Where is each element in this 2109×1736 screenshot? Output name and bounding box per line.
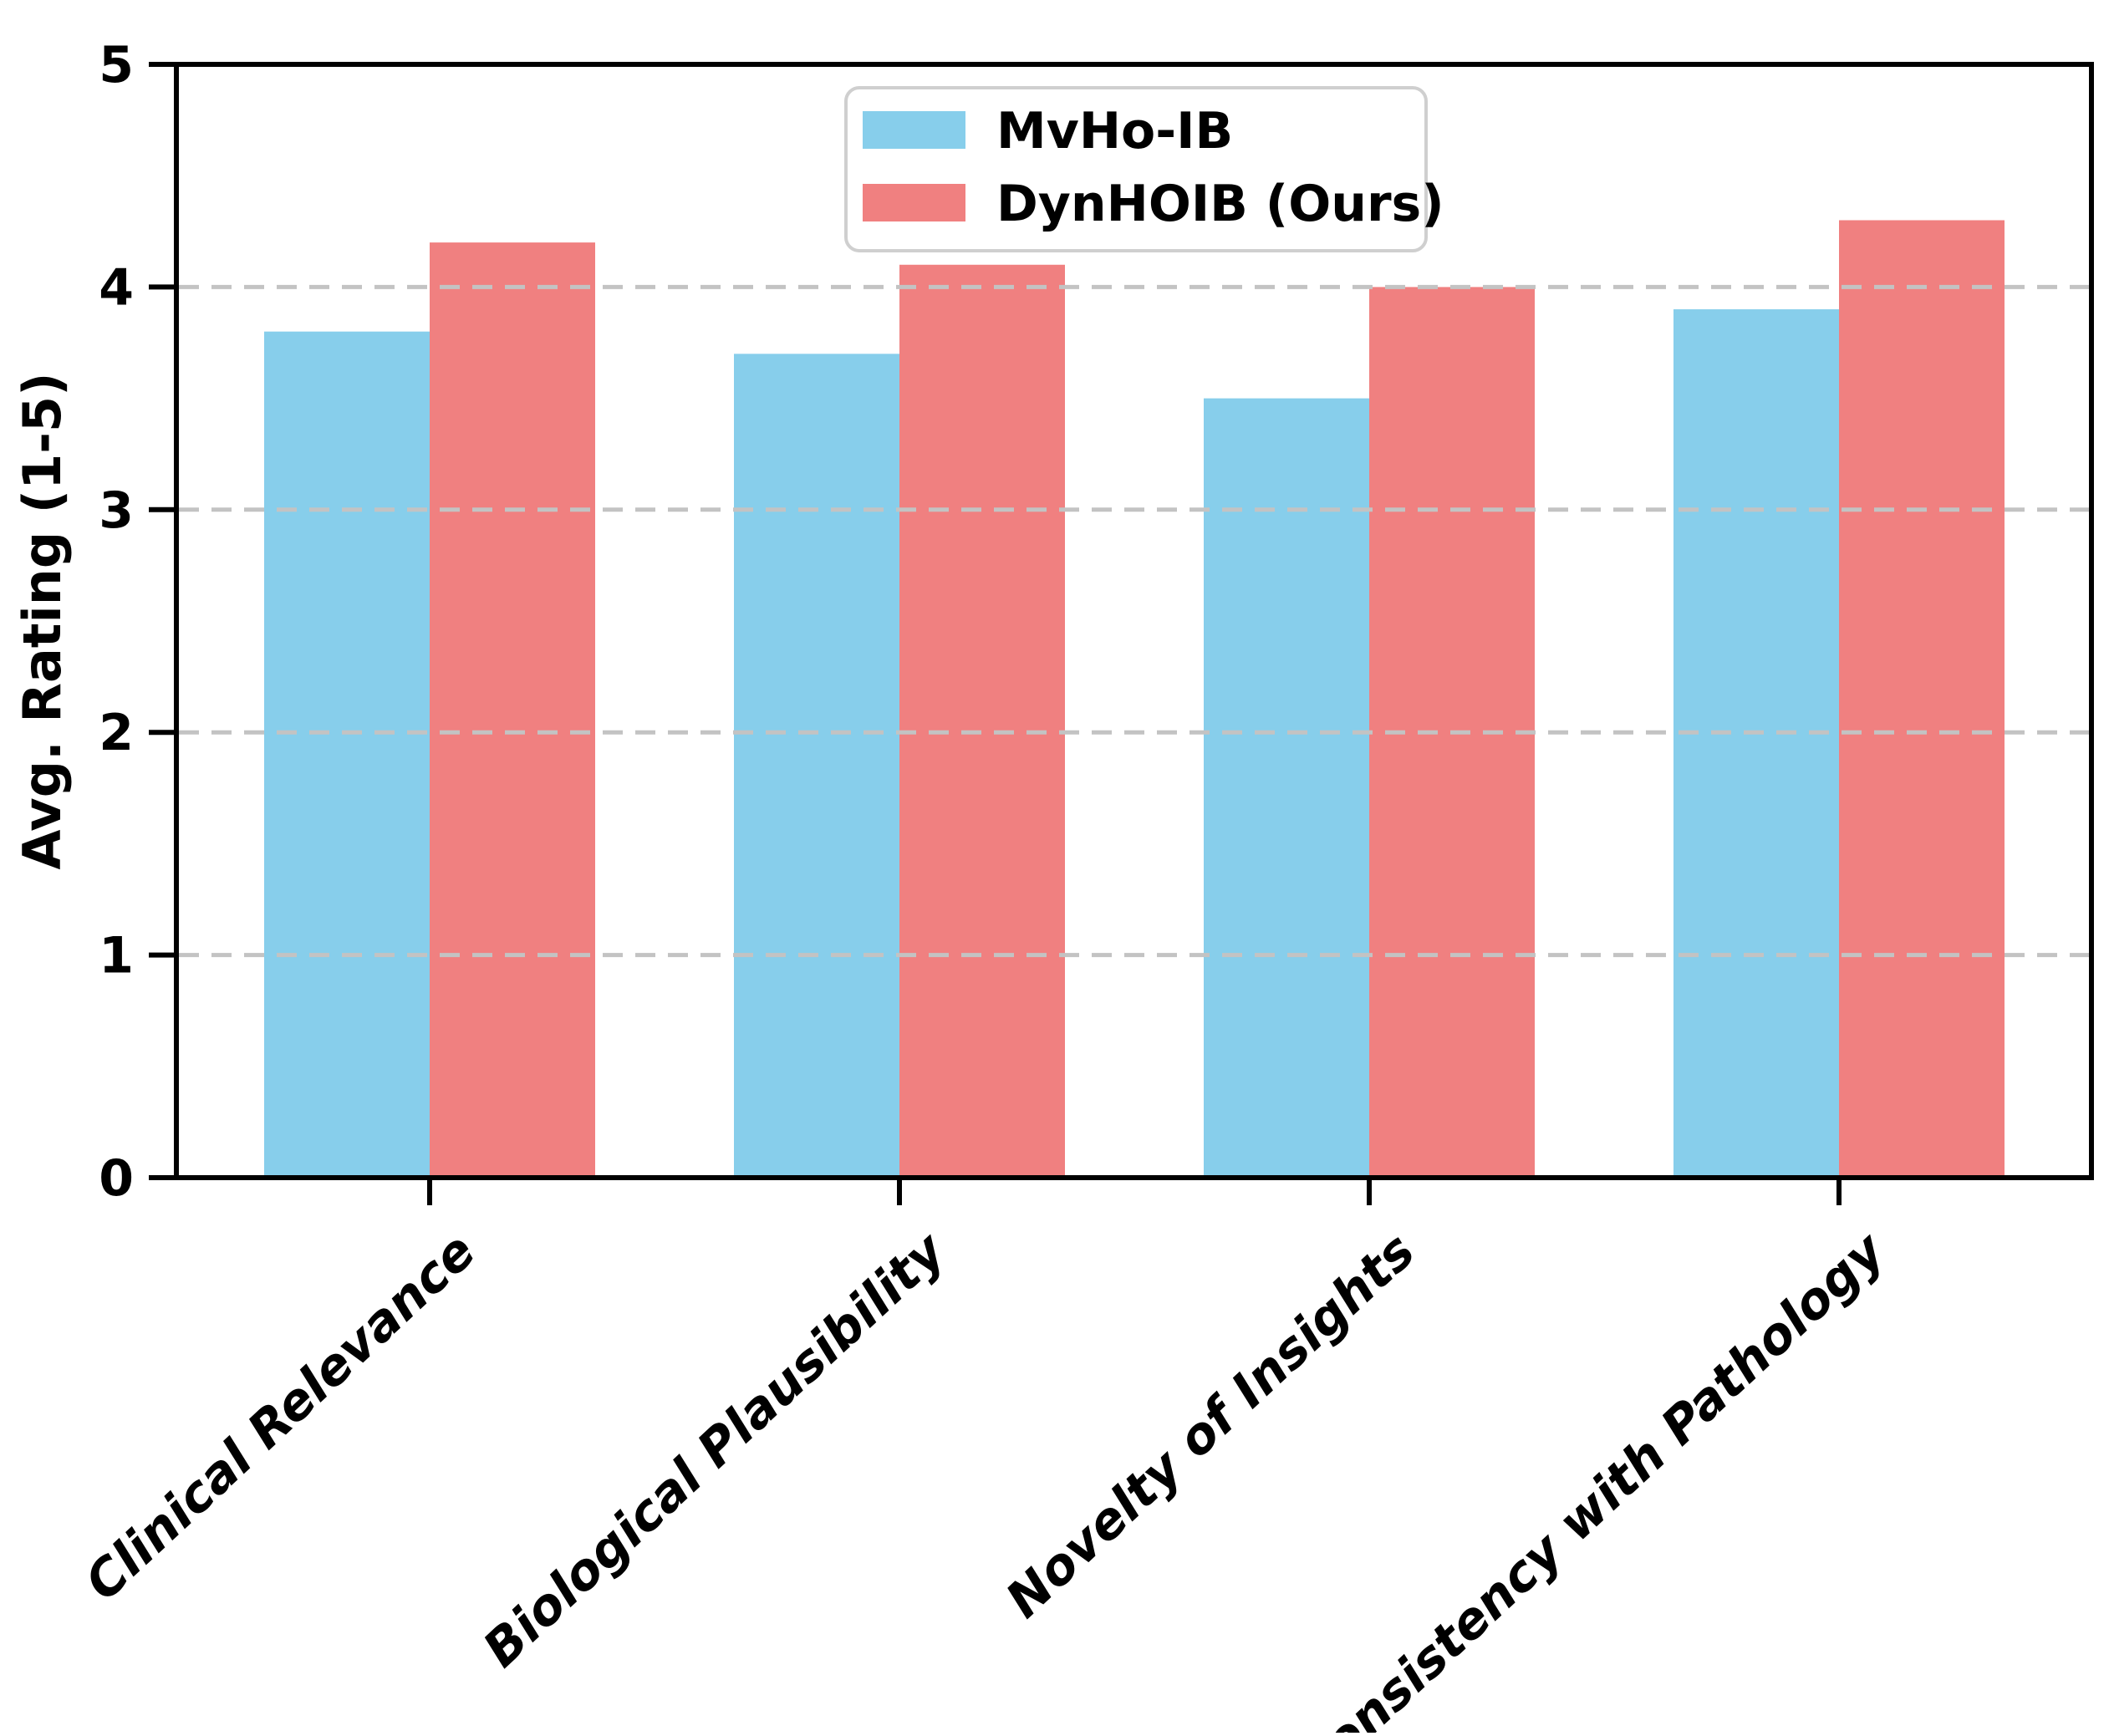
legend: MvHo-IB DynHOIB (Ours) bbox=[844, 86, 1444, 252]
y-tick-label-1: 1 bbox=[99, 927, 134, 985]
y-axis-title: Avg. Rating (1-5) bbox=[12, 373, 73, 870]
bar-mvho-ib-novelty-of-insights bbox=[1204, 398, 1369, 1179]
legend-label-mvho-ib: MvHo-IB bbox=[996, 102, 1233, 160]
y-tick-label-3: 3 bbox=[99, 481, 134, 540]
bar-dynhoib-ours-biological-plausibility bbox=[899, 264, 1065, 1178]
y-tick-label-0: 0 bbox=[99, 1149, 134, 1208]
legend-swatch-mvho-ib bbox=[863, 111, 965, 149]
axes-spines bbox=[174, 62, 2094, 1180]
bar-mvho-ib-biological-plausibility bbox=[734, 354, 899, 1178]
y-tick-label-4: 4 bbox=[99, 258, 134, 317]
gridlines-group bbox=[179, 284, 2089, 958]
y-tick-label-2: 2 bbox=[99, 704, 134, 762]
bars-group bbox=[264, 220, 2005, 1179]
bar-mvho-ib-clinical-relevance bbox=[264, 331, 430, 1178]
bar-mvho-ib-consistency-with-pathology bbox=[1673, 309, 1839, 1178]
legend-swatch-dynhoib-ours bbox=[863, 184, 965, 221]
y-axis-group: 0 1 2 3 4 5 bbox=[99, 36, 174, 1208]
legend-box bbox=[844, 86, 1428, 252]
bar-dynhoib-ours-clinical-relevance bbox=[430, 242, 595, 1178]
bar-dynhoib-ours-consistency-with-pathology bbox=[1839, 220, 2005, 1179]
legend-label-dynhoib-ours: DynHOIB (Ours) bbox=[996, 175, 1444, 233]
y-tick-label-5: 5 bbox=[99, 36, 134, 94]
